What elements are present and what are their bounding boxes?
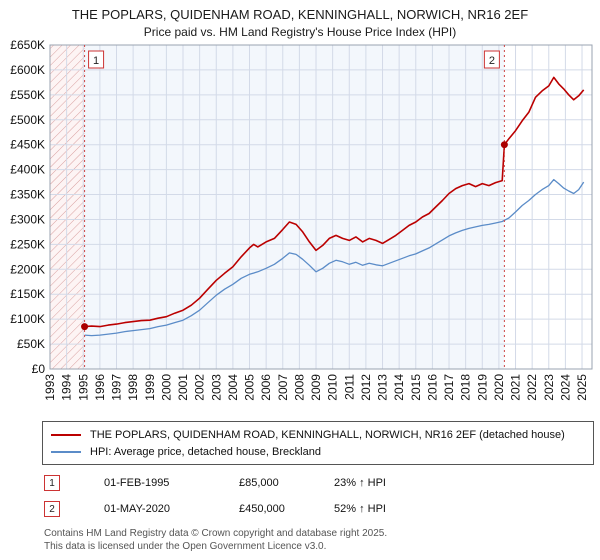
y-tick-label: £150K [10, 287, 45, 301]
page-subtitle: Price paid vs. HM Land Registry's House … [143, 25, 457, 39]
y-tick-label: £400K [10, 163, 45, 177]
footer-line-2: This data is licensed under the Open Gov… [44, 541, 327, 552]
sale-1-marker: 1 [44, 475, 60, 491]
x-tick-label: 1995 [76, 374, 90, 401]
y-tick-label: £100K [10, 312, 45, 326]
y-tick-label: £550K [10, 88, 45, 102]
pre-data-hatch-region [50, 45, 85, 369]
sale-2-point [500, 141, 508, 149]
x-tick-label: 2017 [442, 374, 456, 401]
x-tick-label: 1996 [93, 374, 107, 401]
x-tick-label: 2018 [459, 374, 473, 401]
x-tick-label: 2013 [376, 374, 390, 401]
x-tick-label: 2002 [193, 374, 207, 401]
x-tick-label: 2016 [425, 374, 439, 401]
y-tick-label: £650K [10, 39, 45, 52]
x-tick-label: 2003 [209, 374, 223, 401]
y-tick-label: £450K [10, 138, 45, 152]
x-tick-label: 2011 [342, 374, 356, 400]
x-tick-label: 2010 [326, 374, 340, 401]
y-tick-label: £50K [17, 337, 45, 351]
series-line-hpi [84, 178, 585, 337]
x-tick-label: 2019 [475, 374, 489, 401]
x-tick-label: 2014 [392, 374, 406, 401]
x-tick-label: 2021 [509, 374, 523, 401]
x-tick-label: 2022 [525, 374, 539, 401]
sale-annotations: 1 01-FEB-1995 £85,000 23% ↑ HPI 2 01-MAY… [44, 475, 594, 517]
x-tick-label: 1993 [43, 374, 57, 401]
x-tick-label: 2012 [359, 374, 373, 401]
series-line-property [84, 76, 585, 328]
copyright-footer: Contains HM Land Registry data © Crown c… [44, 527, 594, 553]
x-tick-label: 2008 [292, 374, 306, 401]
y-tick-label: £350K [10, 188, 45, 202]
x-tick-label: 2000 [159, 374, 173, 401]
x-tick-label: 1999 [143, 374, 157, 401]
footer-line-1: Contains HM Land Registry data © Crown c… [44, 528, 388, 539]
x-tick-label: 2020 [492, 374, 506, 401]
x-tick-label: 2004 [226, 374, 240, 401]
sale-2-marker: 2 [44, 501, 60, 517]
x-tick-label: 2025 [575, 374, 589, 401]
property-line-swatch [51, 433, 81, 436]
x-tick-label: 2001 [176, 374, 190, 401]
legend-item-property: THE POPLARS, QUIDENHAM ROAD, KENNINGHALL… [51, 426, 585, 443]
hpi-line-swatch [51, 450, 81, 453]
plot-border [49, 44, 593, 370]
between-sales-shading [84, 45, 505, 369]
y-tick-label: £500K [10, 113, 45, 127]
sale-1-point [81, 323, 89, 331]
legend-item-hpi: HPI: Average price, detached house, Brec… [51, 443, 585, 460]
legend-property-label: THE POPLARS, QUIDENHAM ROAD, KENNINGHALL… [90, 428, 565, 441]
price-history-chart: 1 2 £0 £50K £100K £150K £200K £250K £300K £350K £4… [10, 39, 593, 401]
x-tick-label: 1994 [60, 374, 74, 401]
x-tick-label: 1998 [126, 374, 140, 401]
x-tick-label: 2006 [259, 374, 273, 401]
sale-2-price: £450,000 [239, 503, 285, 515]
x-tick-label: 1997 [110, 374, 124, 401]
sale-1-marker-box [88, 50, 105, 69]
x-tick-label: 2015 [409, 374, 423, 401]
x-tick-label: 2023 [542, 374, 556, 401]
y-tick-label: £200K [10, 262, 45, 276]
legend-hpi-label: HPI: Average price, detached house, Brec… [90, 445, 321, 458]
y-tick-label: £300K [10, 212, 45, 226]
x-tick-label: 2007 [276, 374, 290, 401]
sale-1-price: £85,000 [239, 477, 279, 489]
y-tick-label: £250K [10, 237, 45, 251]
sale-annotation-2: 2 01-MAY-2020 £450,000 52% ↑ HPI [44, 501, 594, 517]
sale-2-marker-number: 2 [489, 55, 495, 67]
sale-2-date: 01-MAY-2020 [104, 503, 171, 515]
x-tick-label: 2005 [243, 374, 257, 401]
sale-2-marker-box [483, 50, 500, 69]
sale-1-marker-number: 1 [93, 55, 99, 67]
sale-1-date: 01-FEB-1995 [104, 477, 170, 489]
page-title: THE POPLARS, QUIDENHAM ROAD, KENNINGHALL… [71, 7, 529, 22]
x-tick-label: 2009 [309, 374, 323, 401]
x-tick-label: 2024 [558, 374, 572, 401]
sale-annotation-1: 1 01-FEB-1995 £85,000 23% ↑ HPI [44, 475, 594, 491]
y-tick-label: £600K [10, 63, 45, 77]
chart-legend: THE POPLARS, QUIDENHAM ROAD, KENNINGHALL… [42, 421, 594, 465]
sale-1-hpi-delta: 23% ↑ HPI [334, 477, 386, 489]
sale-2-hpi-delta: 52% ↑ HPI [334, 503, 386, 515]
y-tick-label: £0 [32, 362, 46, 376]
